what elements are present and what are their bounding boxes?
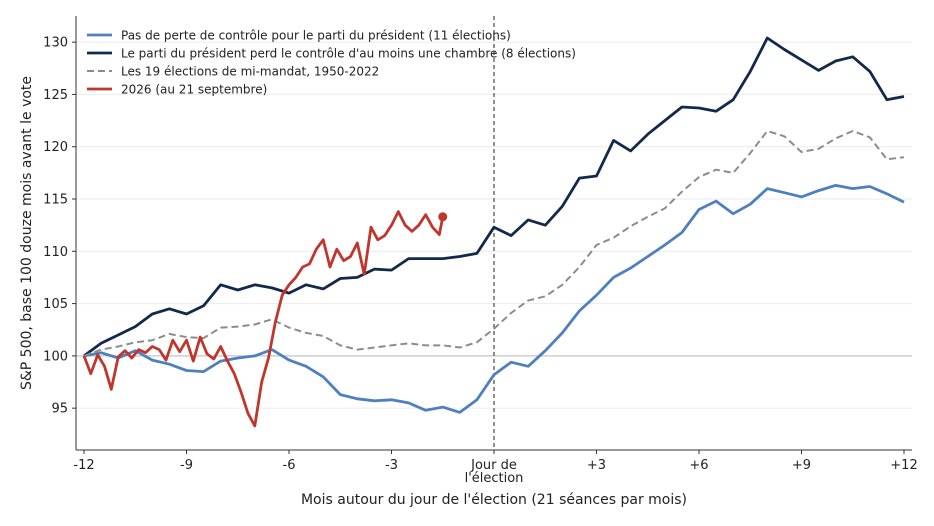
y-tick-label-105: 105 — [43, 297, 68, 312]
x-tick-label-4: Jour de l'élection — [465, 458, 524, 486]
legend-label-0: Pas de perte de contrôle pour le parti d… — [121, 29, 511, 43]
series-line-1 — [83, 36, 905, 358]
y-tick-label-115: 115 — [43, 193, 68, 208]
legend: Pas de perte de contrôle pour le parti d… — [87, 29, 576, 97]
y-axis-label: S&P 500, base 100 douze mois avant le vo… — [19, 76, 35, 390]
x-tick-label-6: +6 — [689, 458, 708, 473]
series-line-2 — [83, 130, 905, 357]
x-axis-label: Mois autour du jour de l'élection (21 sé… — [301, 492, 687, 508]
x-tick-label-3: -3 — [385, 458, 398, 473]
tick-labels: 95 100 105 110 115 120 125 130 -12 -9 -6 -3 Jour de l… — [43, 36, 918, 486]
x-tick-label-2: -6 — [283, 458, 296, 473]
y-tick-label-130: 130 — [43, 36, 68, 51]
x-tick-label-8: +12 — [890, 458, 917, 473]
x-tick-label-1: -9 — [180, 458, 193, 473]
y-tick-label-125: 125 — [43, 88, 68, 103]
series-line-3 — [82, 210, 445, 428]
y-tick-label-120: 120 — [43, 140, 68, 155]
x-tick-label-5: +3 — [587, 458, 606, 473]
axes — [72, 16, 912, 454]
legend-label-3: 2026 (au 21 septembre) — [121, 83, 267, 97]
y-tick-label-95: 95 — [51, 402, 68, 417]
series-line-0 — [83, 183, 905, 414]
legend-label-1: Le parti du président perd le contrôle d… — [121, 47, 576, 61]
x-tick-label-0: -12 — [73, 458, 94, 473]
x-tick-label-7: +9 — [792, 458, 811, 473]
series-endpoint-3 — [438, 212, 448, 222]
legend-label-2: Les 19 élections de mi-mandat, 1950-2022 — [121, 65, 379, 79]
y-tick-label-100: 100 — [43, 349, 68, 364]
reference-lines — [76, 16, 912, 450]
series-lines — [82, 36, 905, 428]
y-tick-label-110: 110 — [43, 245, 68, 260]
